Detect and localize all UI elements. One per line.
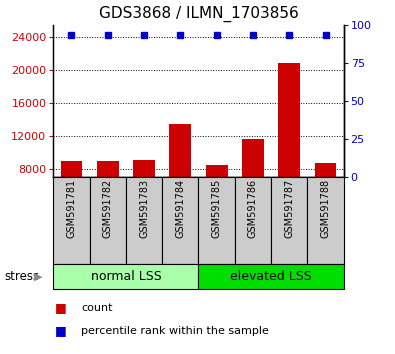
Bar: [169, 124, 191, 235]
Text: count: count: [81, 303, 113, 313]
Text: ■: ■: [55, 302, 67, 314]
Bar: [90, 177, 126, 264]
Text: GSM591785: GSM591785: [212, 179, 222, 238]
Text: percentile rank within the sample: percentile rank within the sample: [81, 326, 269, 336]
Bar: [314, 163, 337, 235]
Bar: [97, 161, 118, 235]
Text: normal LSS: normal LSS: [90, 270, 161, 283]
Bar: [53, 264, 199, 289]
Bar: [199, 177, 235, 264]
Bar: [206, 165, 228, 235]
Bar: [53, 177, 90, 264]
Text: GSM591781: GSM591781: [66, 179, 77, 238]
Text: GSM591784: GSM591784: [175, 179, 185, 238]
Text: elevated LSS: elevated LSS: [230, 270, 312, 283]
Text: GSM591783: GSM591783: [139, 179, 149, 238]
Title: GDS3868 / ILMN_1703856: GDS3868 / ILMN_1703856: [99, 6, 298, 22]
Text: ■: ■: [55, 325, 67, 337]
Bar: [133, 160, 155, 235]
Bar: [242, 139, 264, 235]
Text: GSM591787: GSM591787: [284, 179, 294, 238]
Bar: [60, 161, 83, 235]
Bar: [162, 177, 199, 264]
Bar: [307, 177, 344, 264]
Text: GSM591788: GSM591788: [320, 179, 331, 238]
Bar: [235, 177, 271, 264]
Text: ▶: ▶: [34, 272, 42, 281]
Bar: [271, 177, 307, 264]
Bar: [126, 177, 162, 264]
Text: GSM591782: GSM591782: [103, 179, 113, 238]
Bar: [278, 63, 300, 235]
Text: stress: stress: [4, 270, 39, 283]
Text: GSM591786: GSM591786: [248, 179, 258, 238]
Bar: [199, 264, 344, 289]
